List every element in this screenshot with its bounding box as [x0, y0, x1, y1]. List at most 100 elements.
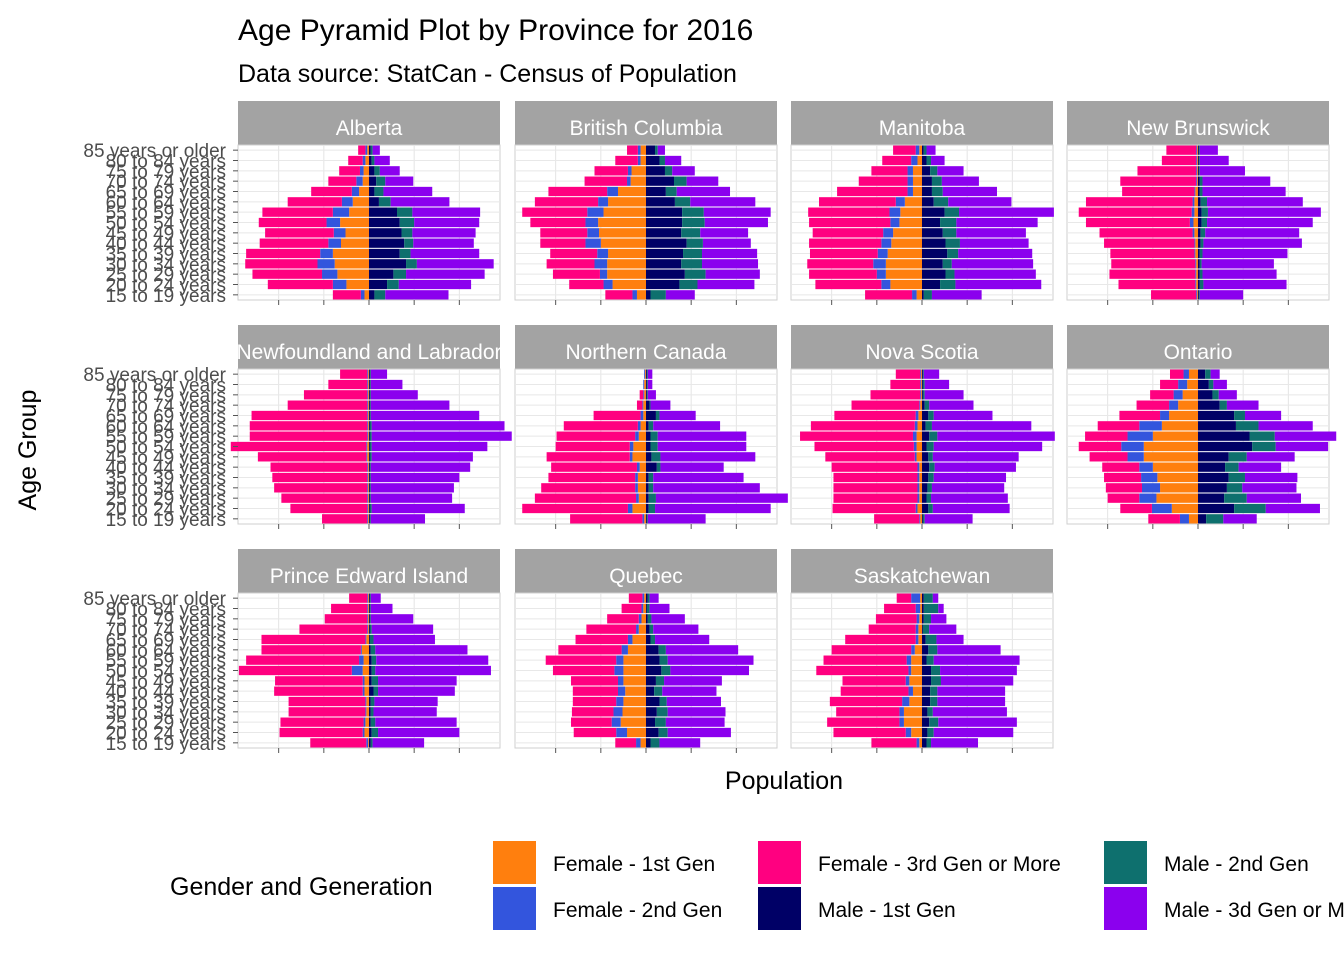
bar-male-3d-gen-or-more	[374, 155, 390, 166]
bar-female-3rd-gen-or-more	[270, 462, 368, 472]
bar-female-2nd-gen	[915, 634, 919, 645]
bar-female-3rd-gen-or-more	[1160, 379, 1179, 390]
bar-male-1st-gen	[1198, 369, 1206, 379]
bar-male-3d-gen-or-more	[702, 238, 751, 248]
bar-male-1st-gen	[369, 624, 370, 634]
bar-female-2nd-gen	[587, 228, 600, 238]
bar-female-1st-gen	[345, 228, 369, 238]
bar-male-2nd-gen	[648, 493, 656, 503]
bar-female-3rd-gen-or-more	[348, 155, 363, 166]
bar-female-1st-gen	[640, 738, 646, 748]
bar-female-2nd-gen	[642, 514, 645, 524]
bar-female-1st-gen	[917, 421, 922, 431]
bar-male-2nd-gen	[370, 696, 375, 707]
bar-female-3rd-gen-or-more	[809, 269, 877, 279]
bar-female-1st-gen	[337, 269, 369, 279]
bar-male-2nd-gen	[681, 228, 701, 238]
bar-female-1st-gen	[893, 228, 922, 238]
bar-male-3d-gen-or-more	[412, 207, 481, 217]
y-tick-label: 55 to 59 years	[106, 203, 226, 224]
bar-male-3d-gen-or-more	[647, 379, 653, 390]
bar-female-2nd-gen	[365, 707, 367, 717]
bar-female-3rd-gen-or-more	[303, 390, 368, 400]
bar-female-1st-gen	[916, 431, 922, 441]
bar-female-2nd-gen	[366, 441, 368, 452]
bar-male-3d-gen-or-more	[406, 269, 485, 279]
bar-female-1st-gen	[632, 503, 646, 514]
bar-male-3d-gen-or-more	[955, 279, 1042, 290]
bar-female-3rd-gen-or-more	[812, 228, 884, 238]
bar-male-2nd-gen	[369, 400, 371, 410]
bar-male-2nd-gen	[646, 379, 648, 390]
bar-female-2nd-gen	[917, 472, 920, 483]
bar-male-2nd-gen	[369, 441, 372, 452]
bar-female-2nd-gen	[360, 645, 362, 655]
bar-male-1st-gen	[922, 665, 932, 676]
bar-female-2nd-gen	[598, 197, 609, 207]
bar-female-2nd-gen	[889, 207, 901, 217]
bar-male-3d-gen-or-more	[413, 238, 474, 248]
bar-male-3d-gen-or-more	[665, 645, 739, 655]
bar-female-1st-gen	[600, 238, 646, 248]
bar-male-1st-gen	[922, 279, 941, 290]
bar-female-1st-gen	[630, 176, 646, 186]
bar-male-1st-gen	[646, 431, 651, 441]
bar-male-3d-gen-or-more	[702, 259, 759, 269]
bar-female-3rd-gen-or-more	[259, 238, 329, 248]
facet-strip	[515, 101, 777, 145]
bar-male-1st-gen	[646, 269, 685, 279]
bar-female-1st-gen	[640, 421, 646, 431]
bar-male-1st-gen	[1198, 410, 1235, 421]
bar-female-1st-gen	[598, 217, 646, 228]
bar-female-3rd-gen-or-more	[615, 738, 637, 748]
bar-male-3d-gen-or-more	[667, 655, 754, 665]
bar-female-3rd-gen-or-more	[1109, 269, 1196, 279]
bar-male-2nd-gen	[646, 514, 648, 524]
bar-female-3rd-gen-or-more	[552, 269, 600, 279]
bar-male-2nd-gen	[683, 248, 703, 259]
bar-male-2nd-gen	[646, 390, 648, 400]
bar-female-3rd-gen-or-more	[251, 410, 368, 421]
bar-female-2nd-gen	[362, 155, 366, 166]
bar-male-2nd-gen	[369, 410, 371, 421]
bar-female-2nd-gen	[365, 145, 368, 155]
bar-female-1st-gen	[640, 145, 646, 155]
y-tick-label: 70 to 74 years	[106, 620, 226, 641]
bar-male-1st-gen	[369, 400, 370, 410]
bar-male-2nd-gen	[930, 686, 938, 696]
bar-male-2nd-gen	[658, 727, 668, 738]
bar-female-2nd-gen	[876, 269, 886, 279]
bar-female-3rd-gen-or-more	[287, 400, 368, 410]
bar-female-3rd-gen-or-more	[819, 197, 896, 207]
panel-northern-canada: Northern Canada	[514, 325, 788, 529]
bar-female-2nd-gen	[367, 472, 369, 483]
bar-female-3rd-gen-or-more	[621, 603, 642, 614]
facet-strip-label: Quebec	[609, 565, 683, 588]
bar-female-1st-gen	[612, 279, 646, 290]
bar-female-2nd-gen	[614, 665, 624, 676]
bar-male-3d-gen-or-more	[373, 634, 435, 645]
bar-male-3d-gen-or-more	[1238, 462, 1282, 472]
bar-female-3rd-gen-or-more	[570, 514, 643, 524]
bar-male-2nd-gen	[1200, 228, 1206, 238]
bar-male-2nd-gen	[1199, 176, 1203, 186]
bar-female-1st-gen	[368, 400, 369, 410]
bar-female-3rd-gen-or-more	[1111, 259, 1196, 269]
bar-male-1st-gen	[1198, 155, 1199, 166]
bar-male-2nd-gen	[401, 228, 413, 238]
bar-female-2nd-gen	[611, 717, 621, 727]
y-tick-label: 60 to 64 years	[106, 641, 226, 662]
bar-male-1st-gen	[922, 207, 945, 217]
bar-female-3rd-gen-or-more	[829, 696, 903, 707]
bar-male-1st-gen	[646, 483, 649, 493]
bar-male-2nd-gen	[376, 176, 386, 186]
bar-male-2nd-gen	[927, 727, 934, 738]
bar-female-3rd-gen-or-more	[800, 431, 913, 441]
bar-female-2nd-gen	[636, 624, 639, 634]
bar-female-1st-gen	[921, 379, 922, 390]
bar-female-3rd-gen-or-more	[246, 655, 360, 665]
bar-male-1st-gen	[369, 186, 375, 197]
bar-female-3rd-gen-or-more	[865, 290, 913, 300]
bar-male-2nd-gen	[656, 707, 668, 717]
